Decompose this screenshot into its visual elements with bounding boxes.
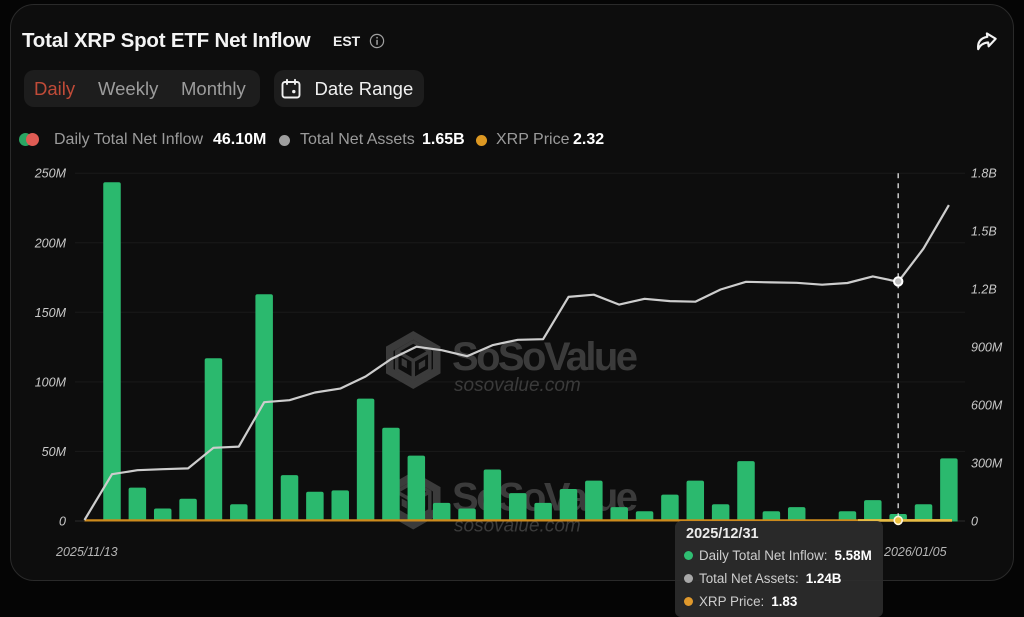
svg-text:900M: 900M [971,341,1003,355]
svg-text:1.5B: 1.5B [971,225,997,239]
svg-text:SoSoValue: SoSoValue [452,335,637,379]
svg-text:1.8B: 1.8B [971,167,997,181]
svg-text:0: 0 [59,515,66,529]
svg-text:sosovalue.com: sosovalue.com [454,375,581,396]
svg-text:0: 0 [971,515,978,529]
svg-text:1.2B: 1.2B [971,283,997,297]
svg-text:100M: 100M [35,375,67,389]
svg-text:300M: 300M [971,457,1003,471]
svg-text:50M: 50M [42,445,67,459]
svg-text:2026/01/05: 2026/01/05 [883,545,947,559]
svg-text:250M: 250M [34,167,67,181]
svg-text:2025/11/13: 2025/11/13 [55,545,118,559]
svg-text:600M: 600M [971,399,1003,413]
svg-text:200M: 200M [34,236,67,250]
svg-text:150M: 150M [35,306,67,320]
